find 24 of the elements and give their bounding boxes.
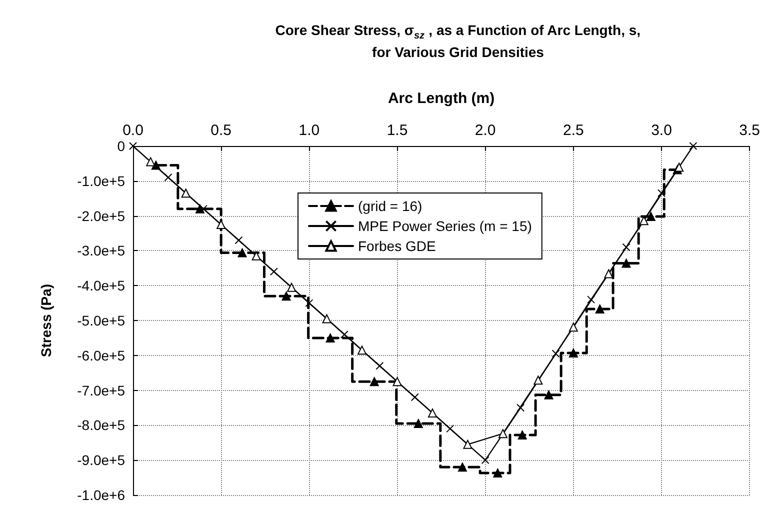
x-tick-label: 2.5 <box>562 122 584 139</box>
y-tick-label: -1.0e+6 <box>77 487 126 503</box>
x-tick-label: 2.0 <box>474 122 496 139</box>
legend-label: MPE Power Series (m = 15) <box>358 218 532 234</box>
y-tick-label: -2.0e+5 <box>77 208 126 224</box>
y-tick-label: -1.0e+5 <box>77 172 126 189</box>
legend-label: Forbes GDE <box>358 238 436 254</box>
y-tick-label: -9.0e+5 <box>77 452 126 468</box>
y-tick-label: -5.0e+5 <box>77 312 126 328</box>
y-tick-label: -8.0e+5 <box>77 417 126 434</box>
x-axis-title: Arc Length (m) <box>388 90 495 107</box>
y-axis-title: Stress (Pa) <box>38 284 54 358</box>
y-tick-label: -7.0e+5 <box>77 382 126 398</box>
legend-label: (grid = 16) <box>358 198 422 214</box>
y-tick-label: -3.0e+5 <box>77 242 126 259</box>
y-tick-label: -6.0e+5 <box>77 347 126 364</box>
x-tick-label: 0.5 <box>210 122 232 139</box>
x-tick-label: 3.0 <box>651 122 672 139</box>
x-tick-label: 1.5 <box>386 122 408 139</box>
x-tick-label: 1.0 <box>298 122 320 139</box>
y-tick-label: -4.0e+5 <box>77 278 126 294</box>
y-tick-label: 0 <box>117 138 126 154</box>
x-tick-label: 3.5 <box>739 122 760 139</box>
x-tick-label: 0.0 <box>122 122 144 139</box>
